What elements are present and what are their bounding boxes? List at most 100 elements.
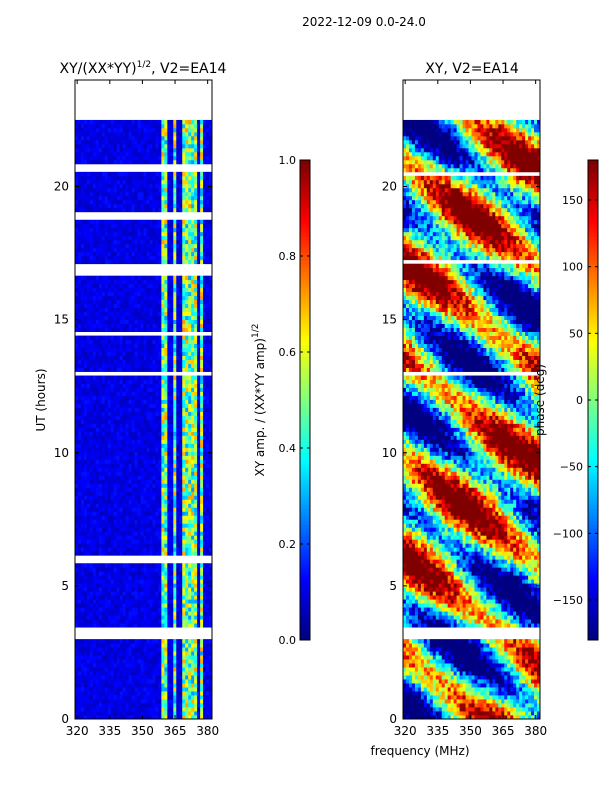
heatmap-cell [122,251,127,257]
heatmap-cell [164,587,168,592]
heatmap-cell [209,403,213,408]
heatmap-cell [167,619,171,624]
heatmap-cell [110,327,115,332]
heatmap-cell [92,519,97,524]
heatmap-cell [188,427,192,432]
heatmap-cell [173,539,177,544]
heatmap-cell [134,363,138,368]
heatmap-cell [206,323,210,329]
heatmap-cell [110,439,115,444]
heatmap-cell [89,715,94,720]
heatmap-cell [110,359,115,364]
heatmap-cell [137,283,141,289]
heatmap-cell [188,319,192,325]
heatmap-cell [104,391,109,396]
heatmap-cell [128,291,132,297]
heatmap-cell [176,611,180,616]
heatmap-cell [161,363,165,368]
heatmap-cell [203,475,207,480]
heatmap-cell [149,395,153,400]
heatmap-cell [125,715,130,720]
heatmap-cell [110,703,115,708]
heatmap-cell [98,679,103,684]
heatmap-cell [131,515,135,520]
heatmap-cell [80,515,85,520]
heatmap-cell [119,683,124,688]
heatmap-cell [200,339,204,344]
heatmap-cell [110,295,115,301]
heatmap-cell [191,351,195,356]
heatmap-cell [128,367,132,372]
heatmap-cell [128,335,132,340]
heatmap-cell [86,487,91,492]
heatmap-cell [89,495,94,500]
heatmap-cell [179,391,183,396]
heatmap-cell [182,483,186,488]
heatmap-cell [194,295,198,301]
heatmap-cell [131,383,135,388]
heatmap-cell [182,247,186,253]
heatmap-cell [137,475,141,480]
heatmap-cell [131,543,135,548]
heatmap-cell [140,375,144,380]
heatmap-cell [182,451,186,456]
heatmap-cell [128,499,132,504]
heatmap-cell [95,539,100,544]
heatmap-cell [110,443,115,448]
heatmap-cell [107,395,112,400]
heatmap-cell [185,703,189,708]
heatmap-cell [194,255,198,261]
heatmap-cell [191,499,195,504]
heatmap-cell [158,283,162,289]
heatmap-cell [137,619,141,624]
heatmap-cell [149,259,153,265]
heatmap-cell [116,247,121,253]
heatmap-cell [128,395,132,400]
heatmap-cell [155,275,159,281]
heatmap-cell [185,715,189,720]
heatmap-cell [75,439,79,444]
heatmap-cell [75,487,79,492]
heatmap-cell [128,491,132,496]
heatmap-cell [188,707,192,712]
heatmap-cell [164,663,168,668]
heatmap-cell [128,619,132,624]
heatmap-cell [122,687,127,692]
heatmap-cell [179,279,183,285]
heatmap-cell [101,259,106,265]
heatmap-cell [158,515,162,520]
heatmap-cell [200,607,204,612]
heatmap-cell [206,711,210,716]
heatmap-cell [128,671,132,676]
heatmap-cell [104,307,109,313]
heatmap-cell [161,591,165,596]
heatmap-cell [137,395,141,400]
heatmap-cell [152,567,156,572]
heatmap-cell [77,651,82,656]
heatmap-cell [179,583,183,588]
heatmap-cell [203,259,207,265]
heatmap-cell [191,651,195,656]
heatmap-cell [194,519,198,524]
heatmap-cell [95,487,100,492]
heatmap-cell [200,703,204,708]
heatmap-cell [134,327,138,332]
heatmap-cell [167,687,171,692]
heatmap-cell [83,459,88,464]
heatmap-cell [206,671,210,676]
heatmap-cell [101,639,106,644]
heatmap-cell [77,323,82,329]
heatmap-cell [131,399,135,404]
heatmap-cell [110,527,115,532]
heatmap-cell [185,363,189,368]
heatmap-cell [143,575,147,580]
heatmap-cell [179,491,183,496]
heatmap-cell [146,623,150,628]
heatmap-cell [119,499,124,504]
heatmap-cell [206,339,210,344]
heatmap-cell [203,351,207,356]
heatmap-cell [155,403,159,408]
heatmap-cell [98,487,103,492]
heatmap-cell [140,395,144,400]
heatmap-cell [170,507,174,512]
